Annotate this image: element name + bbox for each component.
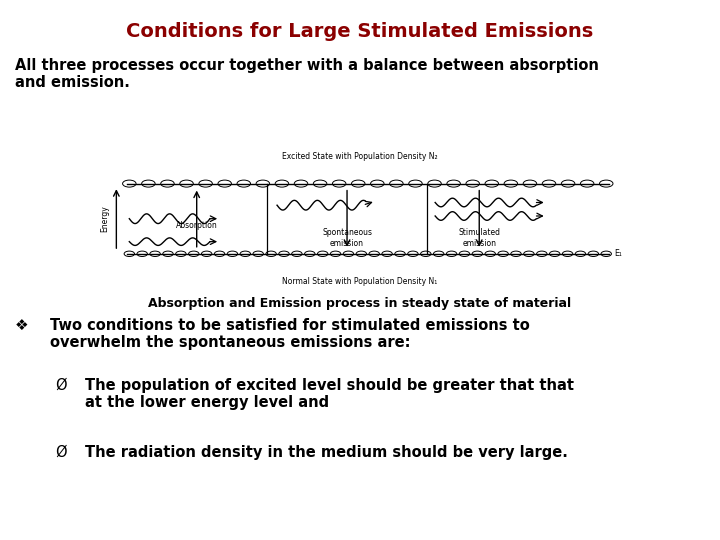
Text: All three processes occur together with a balance between absorption
and emissio: All three processes occur together with … <box>15 58 599 90</box>
Text: Ø: Ø <box>55 445 67 460</box>
Text: E₁: E₁ <box>614 249 622 258</box>
Text: Normal State with Population Density N₁: Normal State with Population Density N₁ <box>282 276 438 286</box>
Text: Two conditions to be satisfied for stimulated emissions to
overwhelm the spontan: Two conditions to be satisfied for stimu… <box>50 318 530 350</box>
Text: Absorption: Absorption <box>176 221 217 230</box>
Text: Absorption and Emission process in steady state of material: Absorption and Emission process in stead… <box>148 297 572 310</box>
Text: The radiation density in the medium should be very large.: The radiation density in the medium shou… <box>85 445 568 460</box>
Text: Energy: Energy <box>101 205 109 232</box>
Text: Ø: Ø <box>55 378 67 393</box>
Text: ❖: ❖ <box>15 318 29 333</box>
Text: The population of excited level should be greater that that
at the lower energy : The population of excited level should b… <box>85 378 574 410</box>
Text: Spontaneous
emission: Spontaneous emission <box>322 228 372 247</box>
Text: Stimulated
emission: Stimulated emission <box>458 228 500 247</box>
Text: Conditions for Large Stimulated Emissions: Conditions for Large Stimulated Emission… <box>127 22 593 41</box>
Text: Excited State with Population Density N₂: Excited State with Population Density N₂ <box>282 152 438 160</box>
